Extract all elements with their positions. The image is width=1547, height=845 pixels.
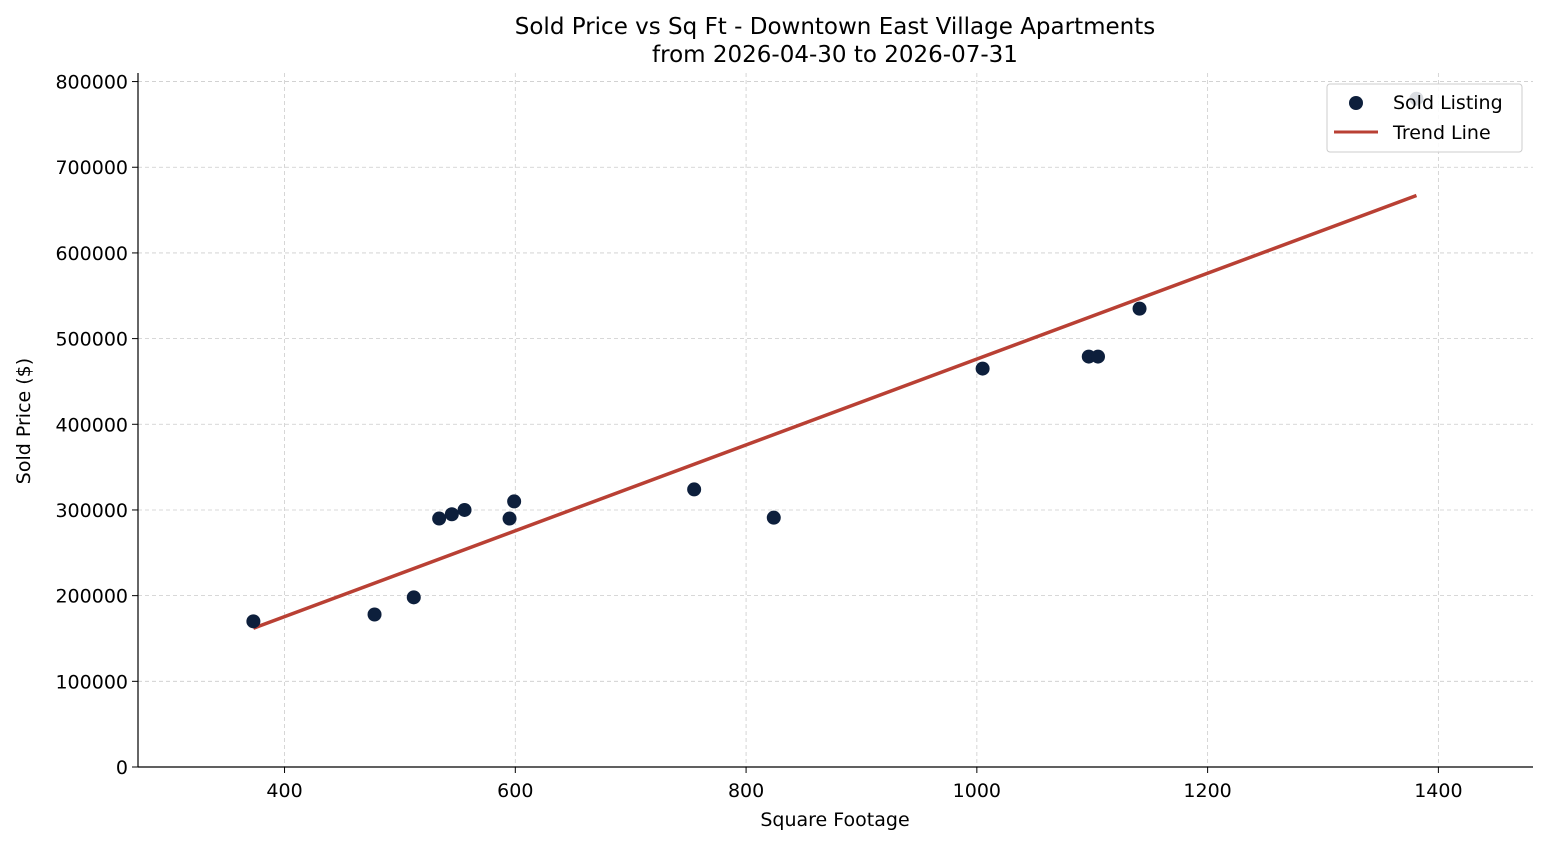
- data-point: [1132, 301, 1147, 316]
- x-tick-label: 1400: [1414, 780, 1462, 802]
- legend-label-trend-line: Trend Line: [1392, 122, 1491, 144]
- y-tick-label: 700000: [55, 157, 128, 179]
- legend-box: [1326, 83, 1523, 153]
- data-point: [975, 361, 990, 376]
- x-tick-label: 1000: [953, 780, 1001, 802]
- data-point: [367, 607, 382, 622]
- data-point: [502, 511, 517, 526]
- data-point: [687, 482, 702, 497]
- legend: Sold Listing Trend Line: [1326, 83, 1523, 153]
- y-axis-ticks: 0 100000 200000 300000 400000 500000 600000 700…: [55, 72, 138, 779]
- data-point: [457, 502, 472, 517]
- axes: [137, 73, 1533, 768]
- data-point: [766, 510, 781, 525]
- y-tick-label: 500000: [55, 329, 128, 351]
- x-axis-ticks: 400 600 800 1000 1200 1400: [266, 767, 1463, 802]
- x-tick-label: 1200: [1183, 780, 1231, 802]
- y-tick-label: 600000: [55, 243, 128, 265]
- legend-label-sold-listing: Sold Listing: [1393, 92, 1503, 114]
- x-axis-title: Square Footage: [760, 809, 909, 831]
- y-tick-label: 400000: [55, 414, 128, 436]
- x-tick-label: 600: [497, 780, 533, 802]
- trend-line-layer: [252, 193, 1418, 630]
- y-tick-label: 800000: [55, 72, 128, 94]
- grid: [138, 73, 1533, 768]
- data-point: [507, 494, 522, 509]
- y-tick-label: 0: [116, 757, 128, 779]
- chart-title: Sold Price vs Sq Ft - Downtown East Vill…: [515, 14, 1155, 40]
- legend-marker-sold-listing: [1349, 96, 1363, 110]
- data-point: [1091, 349, 1105, 364]
- scatter-points-layer: [246, 91, 1424, 629]
- data-point: [432, 511, 447, 526]
- y-axis-title: Sold Price ($): [13, 358, 35, 484]
- x-tick-label: 400: [266, 780, 302, 802]
- chart-subtitle: from 2026-04-30 to 2026-07-31: [652, 42, 1018, 68]
- y-tick-label: 300000: [55, 500, 128, 522]
- x-tick-label: 800: [728, 780, 764, 802]
- trend-line: [252, 193, 1418, 630]
- y-tick-label: 100000: [55, 671, 128, 693]
- data-point: [246, 614, 261, 629]
- y-tick-label: 200000: [55, 586, 128, 608]
- data-point: [444, 507, 459, 522]
- data-point: [406, 590, 421, 605]
